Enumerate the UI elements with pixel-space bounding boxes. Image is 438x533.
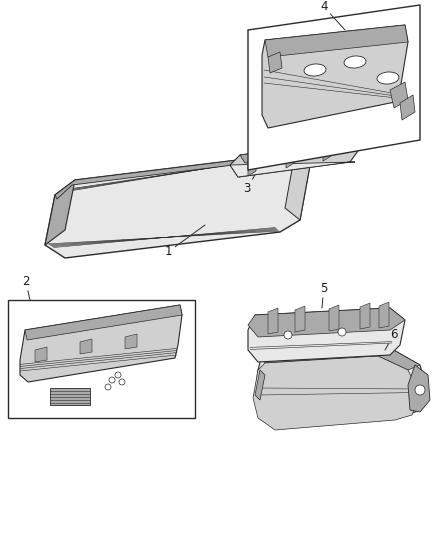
Circle shape (115, 372, 121, 378)
Polygon shape (230, 140, 360, 177)
Polygon shape (35, 347, 47, 362)
Polygon shape (8, 300, 195, 418)
Polygon shape (262, 25, 408, 128)
Polygon shape (248, 308, 405, 362)
Text: 5: 5 (320, 282, 327, 308)
Ellipse shape (304, 64, 326, 76)
Circle shape (109, 377, 115, 383)
Polygon shape (230, 162, 355, 177)
Ellipse shape (344, 56, 366, 68)
Text: 2: 2 (22, 275, 30, 300)
Polygon shape (20, 305, 182, 382)
Text: 6: 6 (385, 328, 398, 350)
Polygon shape (248, 308, 405, 337)
Polygon shape (265, 25, 408, 57)
Polygon shape (408, 365, 430, 412)
Circle shape (284, 331, 292, 339)
Polygon shape (255, 370, 265, 400)
Text: 4: 4 (320, 0, 345, 30)
Polygon shape (248, 156, 256, 176)
Polygon shape (80, 339, 92, 354)
Polygon shape (50, 388, 90, 405)
Ellipse shape (377, 72, 399, 84)
Polygon shape (253, 356, 420, 430)
Text: 1: 1 (165, 225, 205, 258)
Polygon shape (329, 305, 339, 331)
Circle shape (338, 328, 346, 336)
Polygon shape (379, 302, 389, 328)
Polygon shape (255, 348, 428, 428)
Polygon shape (25, 305, 182, 340)
Polygon shape (323, 141, 331, 161)
Polygon shape (248, 5, 420, 170)
Polygon shape (360, 303, 370, 329)
Polygon shape (400, 95, 415, 120)
Circle shape (415, 385, 425, 395)
Polygon shape (55, 153, 295, 199)
Circle shape (119, 379, 125, 385)
Polygon shape (268, 52, 282, 73)
Text: 3: 3 (243, 175, 255, 195)
Polygon shape (125, 334, 137, 349)
Polygon shape (45, 180, 75, 245)
Polygon shape (240, 140, 360, 163)
Circle shape (105, 384, 111, 390)
Polygon shape (262, 348, 420, 370)
Polygon shape (268, 308, 278, 334)
Polygon shape (286, 148, 294, 168)
Polygon shape (45, 153, 310, 258)
Polygon shape (285, 153, 310, 220)
Polygon shape (390, 82, 408, 108)
Polygon shape (295, 306, 305, 332)
